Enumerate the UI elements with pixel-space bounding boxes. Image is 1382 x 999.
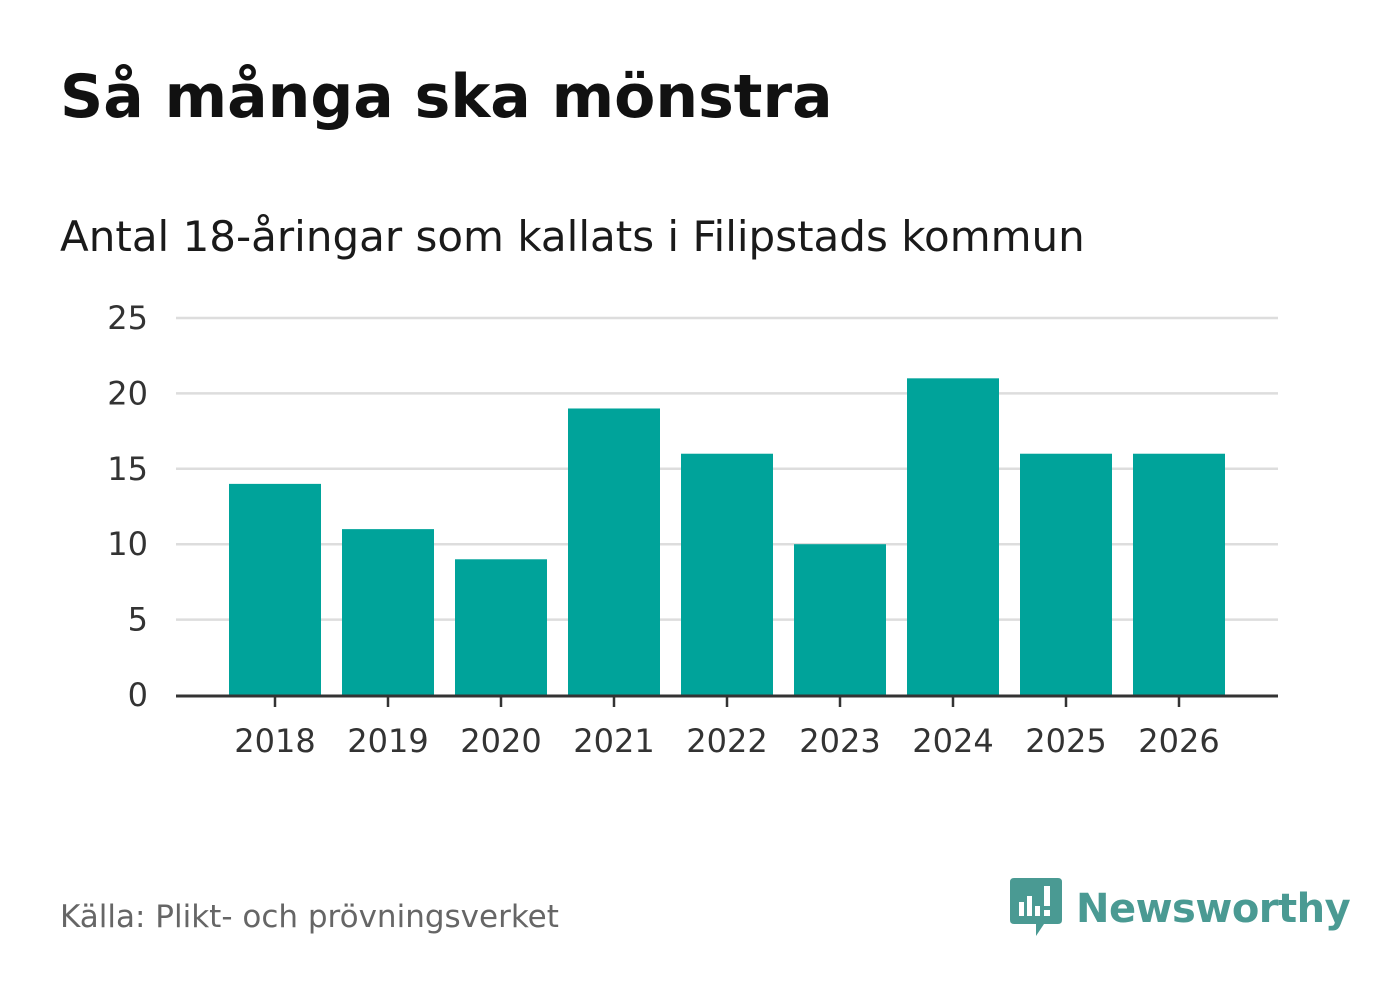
bar-2024 xyxy=(907,378,999,695)
bar-2021 xyxy=(568,408,660,695)
x-tick-label: 2019 xyxy=(347,722,428,760)
bar-2022 xyxy=(681,453,773,695)
x-tick-label: 2024 xyxy=(912,722,993,760)
y-tick-label: 15 xyxy=(107,450,148,488)
bar-2020 xyxy=(455,559,547,695)
chart-subtitle: Antal 18-åringar som kallats i Filipstad… xyxy=(60,212,1085,261)
brand-logo: Newsworthy xyxy=(1010,878,1351,940)
source-note: Källa: Plikt- och prövningsverket xyxy=(60,899,559,935)
y-tick-label: 10 xyxy=(107,525,148,563)
bar-2018 xyxy=(229,483,321,695)
y-tick-label: 5 xyxy=(128,601,148,639)
x-tick-label: 2025 xyxy=(1025,722,1106,760)
brand-name: Newsworthy xyxy=(1076,886,1351,932)
x-tick-label: 2020 xyxy=(460,722,541,760)
x-tick-label: 2021 xyxy=(573,722,654,760)
y-tick-label: 0 xyxy=(128,676,148,714)
bar-2019 xyxy=(342,529,434,695)
x-tick-label: 2023 xyxy=(799,722,880,760)
y-tick-label: 25 xyxy=(107,299,148,337)
x-tick-label: 2022 xyxy=(686,722,767,760)
bar-2025 xyxy=(1020,453,1112,695)
bar-2026 xyxy=(1133,453,1225,695)
bar-2023 xyxy=(794,544,886,695)
newsworthy-logo-icon xyxy=(1010,878,1062,936)
x-tick-label: 2026 xyxy=(1138,722,1219,760)
x-tick-label: 2018 xyxy=(234,722,315,760)
chart-title: Så många ska mönstra xyxy=(60,62,833,132)
y-tick-label: 20 xyxy=(107,374,148,412)
